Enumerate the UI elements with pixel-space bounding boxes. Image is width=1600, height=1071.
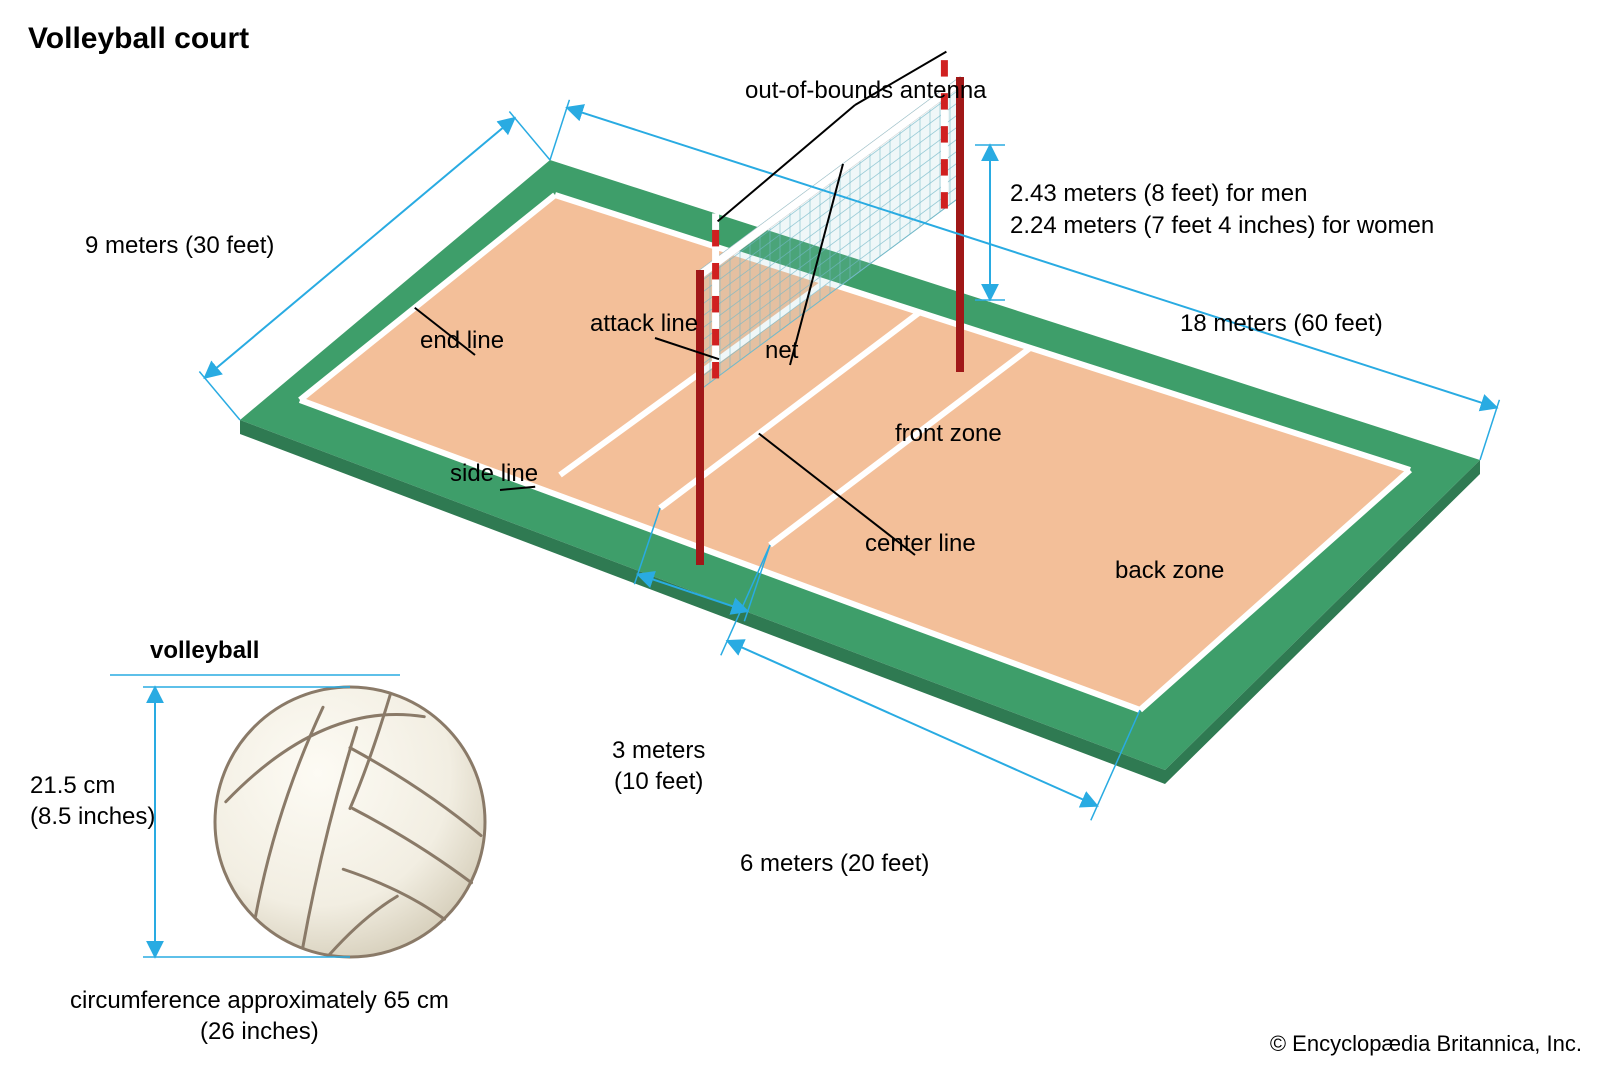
label-back-zone: back zone [1115,555,1224,586]
volleyball-court-diagram [0,0,1600,1071]
label-net: net [765,335,798,366]
dim-height-women: 2.24 meters (7 feet 4 inches) for women [1010,210,1434,241]
dim-width-9m: 9 meters (30 feet) [85,230,274,261]
dim-attack-3m: 3 meters (10 feet) [612,735,705,797]
dim-ball-diameter: 21.5 cm (8.5 inches) [30,770,155,832]
label-volleyball: volleyball [150,637,259,665]
label-antenna: out-of-bounds antenna [745,75,987,106]
net-pole [956,77,964,372]
label-attack-line: attack line [590,308,698,339]
label-center-line: center line [865,528,976,559]
diagram-title: Volleyball court [28,22,249,56]
label-end-line: end line [420,325,504,356]
label-front-zone: front zone [895,418,1002,449]
copyright: © Encyclopædia Britannica, Inc. [1270,1030,1582,1059]
dim-backzone-6m: 6 meters (20 feet) [740,848,929,879]
dim-ball-circumference: circumference approximately 65 cm (26 in… [70,985,449,1047]
dim-height-men: 2.43 meters (8 feet) for men [1010,178,1307,209]
label-side-line: side line [450,458,538,489]
dim-length-18m: 18 meters (60 feet) [1180,308,1383,339]
volleyball-icon [215,687,485,957]
